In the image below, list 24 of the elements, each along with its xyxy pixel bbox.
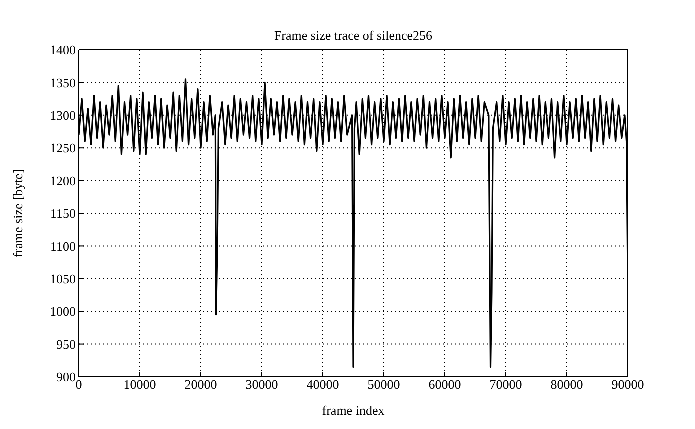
y-tick-label: 1300	[50, 108, 76, 124]
x-tick-label: 20000	[184, 377, 218, 392]
chart-title: Frame size trace of silence256	[273, 28, 434, 44]
x-tick-label: 60000	[428, 377, 462, 392]
x-tick-label: 10000	[124, 377, 156, 392]
y-axis-title: frame size [byte]	[10, 169, 26, 258]
x-tick-label: 30000	[246, 377, 278, 392]
x-tick-label: 0	[76, 377, 82, 392]
y-tick-label: 1150	[50, 206, 76, 222]
y-tick-label: 950	[56, 336, 76, 352]
y-tick-label: 1400	[50, 42, 76, 58]
x-tick-label: 70000	[490, 377, 522, 392]
x-tick-label: 40000	[306, 377, 340, 392]
x-tick-label: 80000	[550, 377, 584, 392]
x-axis-title: frame index	[322, 403, 386, 418]
y-tick-label: 1200	[50, 173, 76, 188]
y-tick-label: 900	[56, 370, 76, 385]
y-tick-label: 1250	[50, 140, 76, 156]
y-tick-label: 1100	[50, 238, 76, 254]
y-tick-label: 1350	[50, 75, 76, 90]
x-tick-label: 90000	[612, 377, 644, 392]
x-tick-label: 50000	[368, 377, 400, 392]
y-tick-label: 1050	[50, 272, 76, 287]
y-tick-label: 1000	[50, 304, 76, 320]
